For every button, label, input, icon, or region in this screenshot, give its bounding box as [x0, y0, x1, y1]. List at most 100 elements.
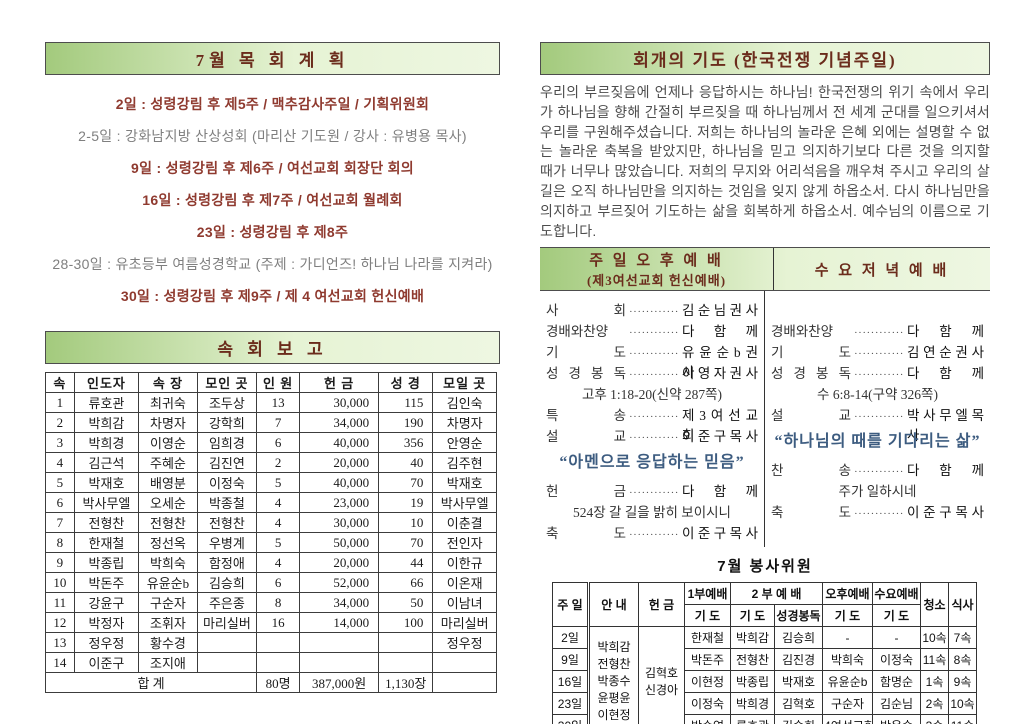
- vcol-afternoon-prayer: 기 도: [822, 604, 874, 628]
- cell-next-place: 김주현: [432, 452, 497, 473]
- vcell: 1속: [920, 670, 950, 694]
- cell-attendance: 8: [256, 592, 301, 613]
- cell-met-place: 김진연: [196, 452, 258, 473]
- monthly-plan-list: 2일 : 성령강림 후 제5주 / 맥추감사주일 / 기획위원회 2-5일 : …: [45, 88, 500, 312]
- cell-met-place: 마리실버: [196, 612, 258, 633]
- vcell: 10속: [920, 626, 950, 650]
- vcell: 박순연: [684, 714, 731, 724]
- vcol-scripture-reading: 성경봉독: [773, 604, 824, 628]
- plan-item: 2-5일 : 강화남지방 산상성회 (마리산 기도원 / 강사 : 유병용 목사…: [45, 120, 500, 152]
- cell-class-chief: 전형찬: [138, 512, 198, 533]
- right-column: 회개의 기도 (한국전쟁 기념주일) 우리의 부르짖음에 언제나 응답하시는 하…: [540, 42, 990, 724]
- cell-met-place: 임희경: [196, 432, 258, 453]
- order-label: 헌 금: [546, 484, 626, 500]
- left-column: 7월 목 회 계 획 2일 : 성령강림 후 제5주 / 맥추감사주일 / 기획…: [44, 42, 500, 693]
- cell-met-place: 우병계: [196, 532, 258, 553]
- sunday-worship-order: 사 회 ············ 김 순 님 권 사 경배와찬양 ·······…: [540, 291, 765, 548]
- cell-class-chief: 유윤순b: [138, 572, 198, 593]
- total-empty: [432, 672, 497, 693]
- cell-leader: 박희감: [73, 412, 140, 433]
- dotted-leader: ············: [854, 411, 904, 424]
- vcell: 유윤순b: [822, 670, 874, 694]
- vcell-guide-names: 박희감 전형찬 박종수 윤평윤 이현정: [587, 626, 639, 724]
- vcell: 박종립: [730, 670, 775, 694]
- volunteer-row: 23일 이정숙 박희경 김혁호 구순자 김순님 2속 10속: [552, 692, 978, 716]
- cell-attendance: 16: [256, 612, 301, 633]
- vcell: 이현정: [684, 670, 731, 694]
- cell-bible: 66: [378, 572, 434, 593]
- class-report-row: 1 류호관 최귀숙 조두상 13 30,000 115 김인숙: [45, 392, 497, 413]
- vcell: 박은숙: [872, 714, 922, 724]
- sunday-worship-title: 주 일 오 후 예 배: [589, 253, 724, 270]
- order-label: 성 경 봉 독: [546, 366, 626, 382]
- class-report-row: 12 박정자 조휘자 마리실버 16 14,000 100 마리실버: [45, 612, 497, 633]
- cell-met-place: 함정애: [196, 552, 258, 573]
- cell-bible: 40: [378, 452, 434, 473]
- col-header-leader: 인도자: [73, 372, 140, 393]
- cell-leader: 류호관: [73, 392, 140, 413]
- cell-next-place: 차명자: [432, 412, 497, 433]
- order-label: 축 도: [546, 526, 626, 542]
- vcol-first-prayer: 기 도: [684, 604, 731, 628]
- plan-item: 30일 : 성령강림 후 제9주 / 제 4 여선교회 헌신예배: [45, 280, 500, 312]
- vcell: 구순자: [822, 692, 874, 716]
- worship-order-line: 경배와찬양 ············ 다 함 께: [546, 320, 758, 341]
- cell-attendance: [256, 632, 301, 653]
- worship-order-line: ············ “하나님의 때를 기다리는 삶”: [771, 427, 984, 457]
- vcell-offering-names: 김혁호 신경아: [638, 626, 685, 724]
- worship-header-band: 주 일 오 후 예 배 (제3여선교회 헌신예배) 수 요 저 녁 예 배: [540, 247, 990, 292]
- cell-offering: 34,000: [299, 592, 380, 613]
- worship-order-line: 성 경 봉 독 ············ 다 함 께: [771, 362, 984, 383]
- total-bible: 1,130장: [378, 672, 434, 693]
- cell-leader: 전형찬: [73, 512, 140, 533]
- order-value: 다 함 께: [906, 463, 984, 479]
- cell-bible: 19: [378, 492, 434, 513]
- order-label: 찬 송: [771, 463, 851, 479]
- vcol-guide: 안 내: [587, 582, 639, 628]
- cell-next-place: 정우정: [432, 632, 497, 653]
- cell-class-chief: 구순자: [138, 592, 198, 613]
- order-label: 특 송: [546, 408, 626, 424]
- vcol-second-prayer: 기 도: [730, 604, 775, 628]
- cell-class-chief: 정선옥: [138, 532, 198, 553]
- order-value: 박 사 무 엘 목 사: [906, 408, 984, 444]
- plan-item-text: 23일 : 성령강림 후 제8주: [196, 224, 349, 240]
- order-value: 다 함 께: [906, 366, 984, 382]
- vcell: 박희경: [730, 692, 775, 716]
- section-header-repentance-prayer: 회개의 기도 (한국전쟁 기념주일): [540, 42, 990, 75]
- cell-attendance: 5: [256, 532, 301, 553]
- vcell: 김승희: [773, 626, 824, 650]
- wednesday-worship-order: ············ 경배와찬양 ············ 다 함 께 기 …: [765, 291, 990, 547]
- order-note: 524장 갈 길을 밝히 보이시니: [573, 505, 731, 521]
- worship-order-line: 성 경 봉 독 ············ 이 영 자 권 사: [546, 362, 758, 383]
- total-offering: 387,000원: [299, 672, 380, 693]
- vcell: 박돈주: [684, 648, 731, 672]
- cell-next-place: 이남녀: [432, 592, 497, 613]
- section-header-monthly-plan: 7월 목 회 계 획: [45, 42, 500, 75]
- class-report-title: 속 회 보 고: [217, 340, 328, 359]
- order-note: 주가 일하시네: [838, 484, 917, 500]
- cell-attendance: 2: [256, 452, 301, 473]
- cell-bible: 50: [378, 592, 434, 613]
- class-report-header-row: 속 인도자 속 장 모인 곳 인 원 헌 금 성 경 모일 곳: [45, 372, 497, 393]
- order-value: 이 준 구 목 사: [681, 429, 758, 445]
- worship-order-line: 경배와찬양 ············ 다 함 께: [771, 320, 984, 341]
- vcell: 8속: [948, 648, 978, 672]
- cell-leader: 박돈주: [73, 572, 140, 593]
- cell-met-place: [196, 652, 258, 673]
- cell-offering: 50,000: [299, 532, 380, 553]
- vcell-day: 16일: [552, 670, 589, 694]
- cell-attendance: 4: [256, 512, 301, 533]
- cell-bible: 190: [378, 412, 434, 433]
- cell-class-chief: 황수경: [138, 632, 198, 653]
- worship-order-line: 기 도 ············ 유 윤 순 b 권 사: [546, 341, 758, 380]
- cell-bible: 70: [378, 472, 434, 493]
- worship-order-line: 축 도 ············ 이 준 구 목 사: [771, 501, 984, 522]
- order-value: 다 함 께: [906, 324, 984, 340]
- worship-order-line: ············ 고후 1:18-20(신약 287쪽): [546, 383, 758, 404]
- dotted-leader: ············: [629, 369, 679, 382]
- vcell: -: [872, 626, 922, 650]
- col-header-met-place: 모인 곳: [196, 372, 258, 393]
- order-label: 경배와찬양: [771, 324, 834, 340]
